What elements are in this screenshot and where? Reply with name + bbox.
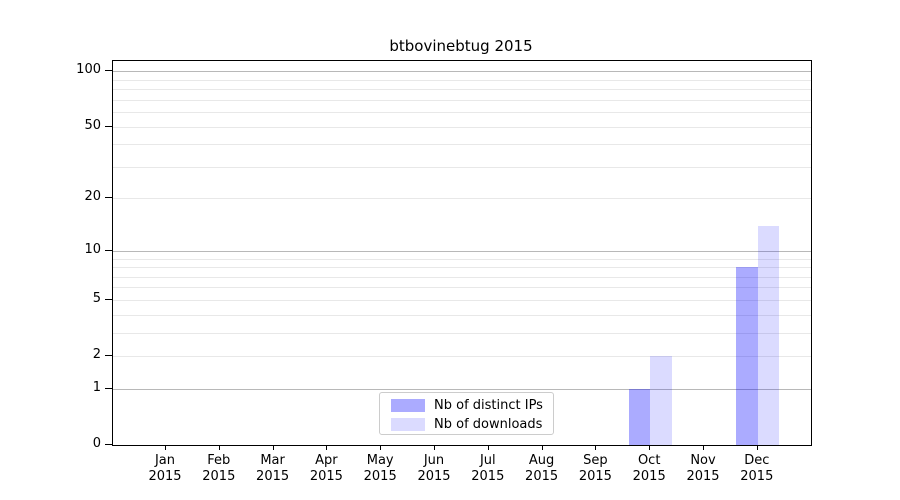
- x-tick-dec: [756, 445, 758, 450]
- y-tick-label-1: 1: [92, 379, 101, 395]
- gridline-y-9: [113, 258, 811, 260]
- legend-item-distinct-ips: Nb of distinct IPs: [391, 397, 543, 413]
- x-tick-label-may: May 2015: [363, 453, 397, 484]
- y-tick-10: [105, 249, 112, 251]
- x-tick-may: [380, 445, 382, 450]
- gridline-y-7: [113, 276, 811, 278]
- y-tick-100: [105, 70, 112, 72]
- y-tick-label-20: 20: [84, 189, 101, 205]
- x-tick-jan: [165, 445, 166, 450]
- bar-downloads-oct: [650, 356, 672, 445]
- y-tick-label-0: 0: [92, 436, 101, 451]
- gridline-y-40: [113, 144, 811, 146]
- x-tick-nov: [703, 445, 704, 450]
- y-tick-50: [105, 125, 112, 127]
- y-tick-20: [105, 197, 112, 199]
- plot-area: [112, 60, 812, 446]
- x-tick-label-nov: Nov 2015: [686, 453, 720, 484]
- x-tick-label-sep: Sep 2015: [578, 453, 612, 484]
- gridline-y-8: [113, 267, 811, 268]
- bar-distinct-ips-dec: [736, 267, 758, 445]
- y-tick-1: [105, 387, 112, 389]
- gridline-y-4: [113, 314, 811, 316]
- x-tick-sep: [595, 445, 597, 450]
- x-tick-label-oct: Oct 2015: [632, 453, 666, 484]
- y-tick-label-50: 50: [84, 117, 101, 133]
- gridline-y-80: [113, 89, 811, 91]
- x-tick-label-jun: Jun 2015: [417, 453, 451, 484]
- x-tick-mar: [272, 445, 274, 450]
- gridline-y-90: [113, 79, 811, 81]
- legend-item-downloads: Nb of downloads: [391, 416, 543, 432]
- legend-swatch-downloads: [391, 417, 425, 431]
- y-tick-label-10: 10: [84, 241, 101, 257]
- x-tick-label-feb: Feb 2015: [202, 453, 236, 484]
- gridline-y-70: [113, 99, 811, 101]
- gridline-y-5: [113, 299, 811, 301]
- y-tick-5: [105, 298, 112, 300]
- gridline-y-10: [113, 250, 811, 252]
- y-tick-0: [105, 444, 112, 445]
- gridline-y-30: [113, 166, 811, 168]
- y-tick-label-2: 2: [92, 347, 101, 362]
- chart-title: btbovinebtug 2015: [389, 37, 533, 55]
- gridline-y-60: [113, 112, 811, 113]
- x-tick-oct: [649, 445, 651, 450]
- x-tick-label-jan: Jan 2015: [148, 453, 182, 484]
- legend-swatch-distinct-ips: [391, 398, 425, 412]
- gridline-y-3: [113, 332, 811, 334]
- x-tick-aug: [541, 445, 543, 450]
- gridline-y-100: [113, 71, 811, 73]
- x-tick-jun: [434, 445, 435, 450]
- legend-label-distinct-ips: Nb of distinct IPs: [434, 397, 543, 413]
- gridline-y-2: [113, 356, 811, 357]
- gridline-y-1: [113, 388, 811, 390]
- x-tick-label-aug: Aug 2015: [525, 453, 559, 484]
- x-tick-feb: [218, 445, 220, 450]
- gridline-y-50: [113, 126, 811, 128]
- y-tick-2: [105, 355, 112, 356]
- x-tick-label-jul: Jul 2015: [471, 453, 505, 484]
- x-tick-label-apr: Apr 2015: [309, 453, 343, 484]
- x-tick-apr: [326, 445, 328, 450]
- x-tick-label-dec: Dec 2015: [740, 453, 774, 484]
- gridline-y-20: [113, 198, 811, 200]
- legend: Nb of distinct IPs Nb of downloads: [379, 392, 554, 435]
- legend-label-downloads: Nb of downloads: [434, 416, 543, 432]
- bar-distinct-ips-oct: [628, 388, 651, 445]
- bar-downloads-dec: [757, 225, 780, 445]
- gridline-y-6: [113, 287, 811, 289]
- x-tick-label-mar: Mar 2015: [256, 453, 290, 484]
- x-tick-jul: [487, 445, 489, 450]
- y-tick-label-100: 100: [76, 62, 101, 78]
- y-tick-label-5: 5: [92, 290, 101, 306]
